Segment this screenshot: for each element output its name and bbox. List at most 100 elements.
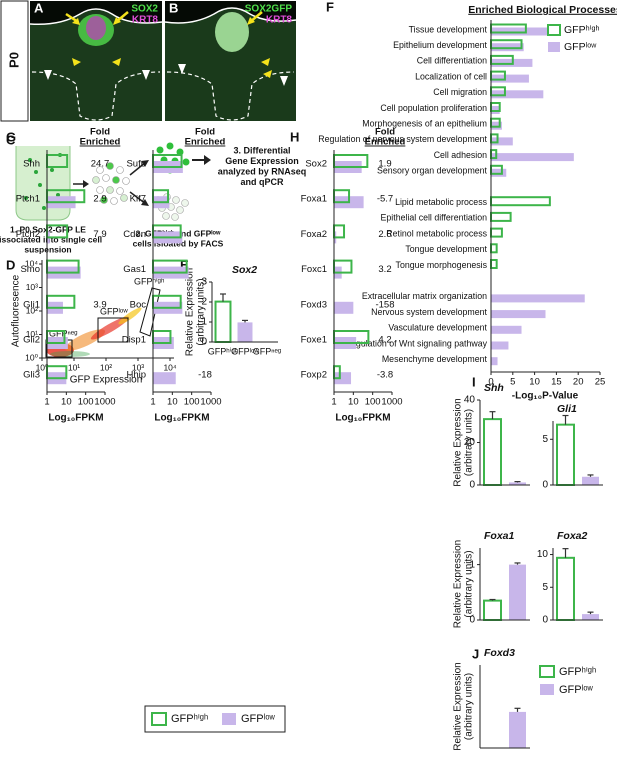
category-label: Cdon [123, 229, 146, 240]
chart-title: Foxd3 [484, 647, 515, 659]
category-label: Cell adhesion [434, 150, 487, 160]
bar [556, 556, 575, 621]
y-tick-label: 5 [542, 434, 548, 445]
category-label: Tongue morphogenesis [396, 260, 488, 270]
panel-label: C [6, 132, 16, 147]
y-tick-label: 10 [537, 549, 549, 560]
x-axis-label: GFP Expression [70, 375, 143, 386]
bar [490, 243, 498, 254]
bar [582, 614, 599, 620]
bar [334, 301, 354, 314]
category-label: Tissue development [409, 24, 488, 34]
bar [556, 423, 575, 486]
bar [334, 372, 352, 385]
bar [491, 90, 544, 99]
category-label: Retinol metabolic process [386, 228, 487, 238]
step-text: 1. P0 Sox2-GFP LE [10, 224, 86, 234]
gate-label: GFPʰⁱᵍʰ [134, 276, 165, 286]
stain-label: KRT8 [266, 15, 293, 26]
panel-label: G [6, 129, 16, 144]
category-label: Cell population proliferation [380, 103, 487, 113]
category-label: Kif7 [130, 194, 146, 205]
fold-value: 2.9 [93, 194, 106, 205]
category-label: Ptch2 [16, 229, 40, 240]
y-tick-label: 10⁴ [25, 258, 38, 268]
category-label: Epithelium development [393, 40, 487, 50]
bar [491, 357, 498, 366]
bar [490, 259, 498, 269]
stain-label: SOX2 [131, 4, 158, 15]
panel-label: J [472, 646, 479, 661]
legend-swatch [539, 665, 555, 678]
panel-label: E [180, 257, 189, 272]
x-tick-label: 1 [44, 397, 49, 408]
y-tick-label: 5 [542, 582, 548, 593]
fold-header: Enriched [80, 137, 121, 148]
y-tick-label: 10³ [26, 282, 38, 292]
fold-header: Fold [90, 127, 110, 138]
y-axis-label: Relative Expression [453, 540, 464, 628]
bar [491, 74, 529, 83]
x-tick-label: 1 [331, 397, 336, 408]
micrograph-a [29, 1, 163, 121]
bar [509, 711, 526, 748]
y-axis-label: (arbitrary units) [464, 673, 475, 740]
legend-label: GFPʰⁱᵍʰ [559, 666, 596, 678]
x-axis-label: -Log₁₀P-Value [512, 391, 579, 402]
legend-swatch [151, 712, 167, 726]
category-label: Tongue development [405, 244, 487, 254]
fold-header: Fold [195, 127, 215, 138]
legend-swatch [548, 42, 560, 52]
step-text: 3. Differential [233, 145, 290, 155]
fold-header: Enriched [185, 137, 226, 148]
panel-label: H [290, 129, 299, 144]
bar [491, 341, 509, 350]
y-tick-label: 10¹ [26, 329, 38, 339]
x-tick-label: 10¹ [68, 362, 80, 372]
bar [491, 137, 513, 146]
x-tick-label: 1000 [381, 397, 402, 408]
x-tick-label: GFPⁿᵉᵍ [253, 346, 282, 356]
step-text: and qPCR [240, 177, 284, 187]
x-tick-label: GFPˡᵒʷ [231, 346, 259, 356]
x-tick-label: 25 [595, 377, 606, 388]
micrograph-b [164, 1, 297, 121]
category-label: Cell differentiation [417, 56, 487, 66]
category-label: Foxe1 [301, 335, 327, 346]
bar [490, 211, 512, 222]
bar [214, 300, 232, 344]
category-label: Cell migration [433, 87, 487, 97]
category-label: Sensory organ development [377, 166, 488, 176]
fold-value: -5.7 [377, 194, 393, 205]
y-tick-label: 0 [542, 615, 548, 626]
category-label: Gli2 [23, 335, 40, 346]
category-label: Shh [23, 159, 40, 170]
age-box [0, 0, 29, 122]
category-label: Ptch1 [16, 194, 40, 205]
category-label: Nervous system development [371, 307, 487, 317]
legend-swatch [540, 684, 554, 695]
legend-box [144, 705, 286, 733]
step-text: analyzed by RNAseq [218, 166, 307, 176]
category-label: Regulation of nervous system development [318, 134, 487, 144]
x-tick-label: 1000 [94, 397, 115, 408]
chart-title: Gli1 [557, 403, 577, 415]
y-axis-label: Relative Expression [453, 662, 464, 750]
fold-value: 3.2 [378, 264, 391, 275]
panel-label: A [34, 0, 44, 15]
x-tick-label: 10³ [132, 362, 144, 372]
legend-label: GFPˡᵒʷ [559, 684, 593, 696]
fold-header: Fold [375, 127, 395, 138]
legend-label: GFPˡᵒʷ [241, 713, 275, 725]
fold-value: -158 [375, 299, 394, 310]
x-axis-label: Log₁₀FPKM [48, 413, 103, 424]
chart-title: Foxa1 [484, 530, 515, 542]
x-axis-label: Log₁₀FPKM [335, 413, 390, 424]
bar [153, 372, 176, 385]
panel-label: D [6, 257, 15, 272]
y-tick-label: 1 [201, 317, 207, 328]
bar [491, 294, 585, 303]
category-label: Gli3 [23, 370, 40, 381]
bar [490, 196, 551, 207]
